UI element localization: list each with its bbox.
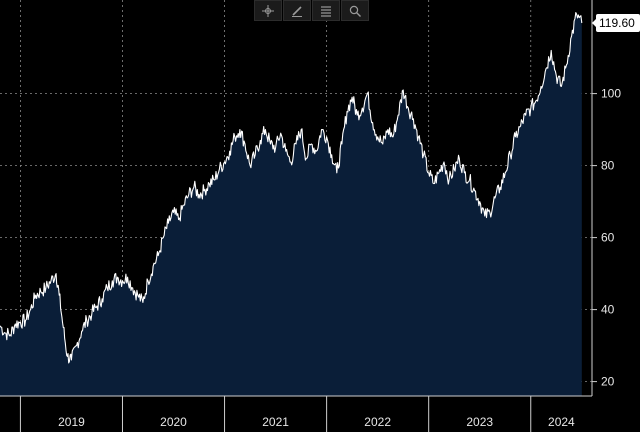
- y-tick-label: 60: [601, 231, 615, 245]
- tick-labels: 20 40 60 80 100 2019 2020 2021 2022 2023 2024: [58, 87, 621, 429]
- price-line: [0, 12, 583, 364]
- crosshair-icon: [262, 4, 274, 17]
- x-tick-label: 2024: [548, 415, 575, 429]
- axes: [0, 0, 597, 432]
- y-tick-label: 40: [601, 303, 615, 317]
- y-tick-label: 100: [601, 87, 621, 101]
- price-area-fill: [0, 12, 582, 396]
- list-icon: [321, 5, 331, 17]
- y-tick-label: 20: [601, 375, 615, 389]
- x-tick-label: 2023: [466, 415, 493, 429]
- last-value-label: 119.60: [599, 16, 635, 30]
- last-value-box: [596, 14, 640, 33]
- x-tick-label: 2019: [58, 415, 85, 429]
- crosshair-button[interactable]: [254, 0, 282, 21]
- y-tick-label: 80: [601, 159, 615, 173]
- x-tick-label: 2020: [160, 415, 187, 429]
- draw-button[interactable]: [283, 0, 311, 21]
- pencil-icon: [292, 5, 302, 17]
- search-icon: [349, 5, 361, 17]
- price-area: [0, 12, 583, 396]
- chart-toolbar: [254, 0, 369, 22]
- legend-button[interactable]: [312, 0, 340, 21]
- last-value-marker: 119.60: [592, 14, 640, 33]
- zoom-button[interactable]: [341, 0, 369, 21]
- x-tick-label: 2021: [262, 415, 289, 429]
- last-value-pointer: [592, 18, 597, 29]
- x-tick-label: 2022: [364, 415, 391, 429]
